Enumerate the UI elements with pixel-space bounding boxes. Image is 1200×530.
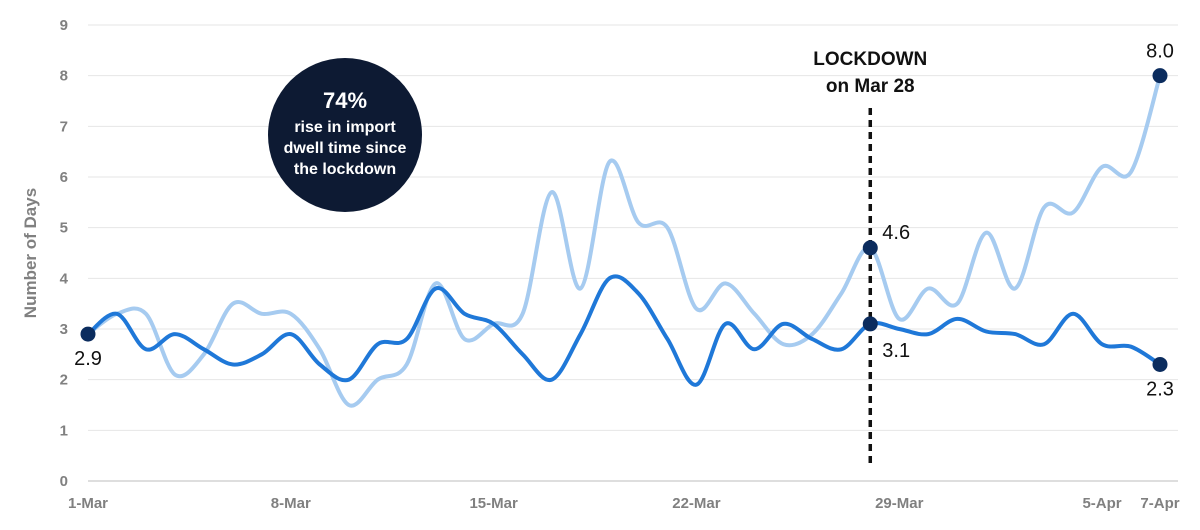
highlight-point [1152, 68, 1168, 84]
callout-text-line: the lockdown [294, 161, 396, 178]
series-line-light [86, 73, 1162, 408]
x-axis: 1-Mar 8-Mar 15-Mar 22-Mar 29-Mar 5-Apr 7-Apr [68, 495, 1180, 512]
point-value-label: 3.1 [882, 340, 910, 362]
x-tick-label: 29-Mar [875, 495, 924, 512]
gridlines [88, 24, 1178, 482]
series [86, 73, 1162, 408]
highlight-point [862, 316, 878, 332]
y-tick-label: 1 [60, 422, 68, 439]
lockdown-label: LOCKDOWN [813, 49, 927, 70]
y-axis-title: Number of Days [21, 188, 40, 318]
y-tick-label: 0 [60, 473, 68, 490]
y-tick-label: 9 [60, 17, 68, 34]
y-tick-label: 2 [60, 372, 68, 389]
lockdown-marker: LOCKDOWN on Mar 28 [813, 49, 927, 468]
callout-badge: 74% rise in import dwell time since the … [268, 58, 422, 212]
point-value-label: 2.3 [1146, 378, 1174, 400]
lockdown-date-label: on Mar 28 [826, 76, 915, 97]
series-line-dark [86, 274, 1162, 387]
y-tick-label: 5 [60, 220, 68, 237]
y-tick-label: 7 [60, 118, 68, 135]
point-value-label: 2.9 [74, 348, 102, 370]
highlight-points: 2.9 4.6 3.1 8.0 2.3 [74, 41, 1174, 401]
x-tick-label: 15-Mar [469, 495, 518, 512]
highlight-point [862, 240, 878, 256]
highlight-point [1152, 356, 1168, 372]
x-tick-label: 1-Mar [68, 495, 108, 512]
callout-text-line: dwell time since [284, 140, 407, 157]
callout-percentage: 74% [323, 88, 367, 113]
y-tick-label: 3 [60, 321, 68, 338]
x-tick-label: 5-Apr [1082, 495, 1121, 512]
y-tick-label: 4 [60, 270, 69, 287]
y-tick-label: 6 [60, 169, 68, 186]
point-value-label: 4.6 [882, 222, 910, 244]
point-value-label: 8.0 [1146, 41, 1174, 63]
x-tick-label: 7-Apr [1140, 495, 1179, 512]
x-tick-label: 8-Mar [271, 495, 311, 512]
y-tick-label: 8 [60, 68, 68, 85]
highlight-point [80, 326, 96, 342]
callout-text-line: rise in import [294, 119, 396, 136]
callout-circle [268, 58, 422, 212]
x-tick-label: 22-Mar [672, 495, 721, 512]
y-axis: 0 1 2 3 4 5 6 7 8 9 [60, 17, 69, 490]
